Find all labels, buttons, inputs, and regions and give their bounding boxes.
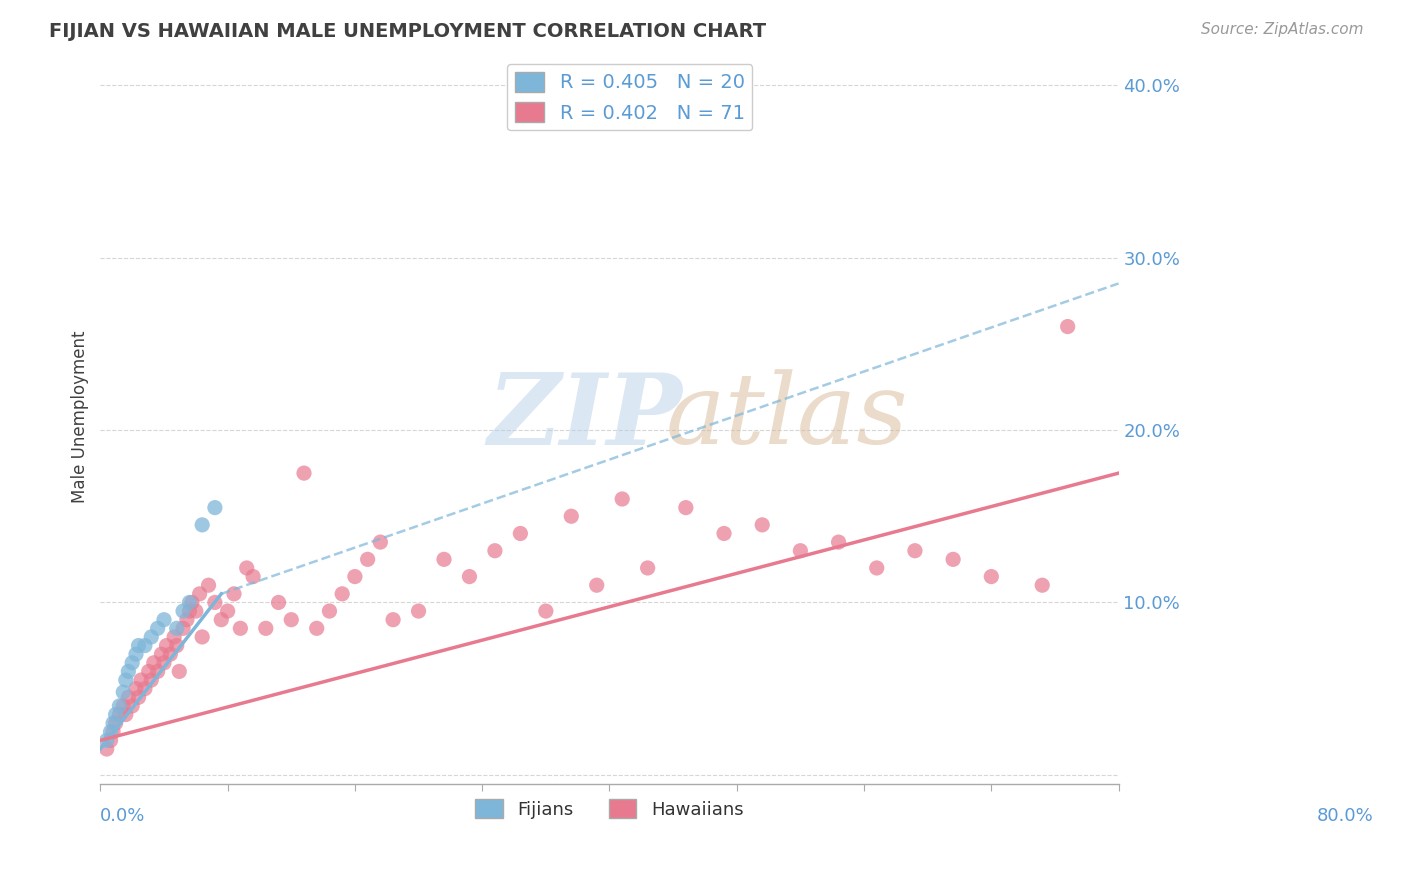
Point (370, 535, 392, 549)
Point (96, 742, 118, 756)
Point (382, 613, 405, 627)
Point (104, 716, 127, 731)
Point (675, 500, 697, 515)
Point (179, 604, 201, 618)
Point (138, 665, 160, 679)
Point (433, 552, 456, 566)
Point (560, 509, 582, 524)
Point (280, 613, 302, 627)
Point (458, 569, 481, 583)
Text: FIJIAN VS HAWAIIAN MALE UNEMPLOYMENT CORRELATION CHART: FIJIAN VS HAWAIIAN MALE UNEMPLOYMENT COR… (49, 22, 766, 41)
Point (827, 535, 849, 549)
Point (129, 673, 152, 687)
Point (942, 552, 965, 566)
Point (108, 698, 131, 713)
Point (980, 569, 1002, 583)
Text: ZIP: ZIP (488, 368, 682, 466)
Point (343, 569, 366, 583)
Point (179, 595, 201, 609)
Point (585, 578, 607, 592)
Legend: Fijians, Hawaiians: Fijians, Hawaiians (468, 792, 751, 826)
Point (229, 621, 252, 635)
Point (242, 569, 264, 583)
Point (1056, 319, 1078, 334)
Point (292, 466, 315, 480)
Point (114, 707, 136, 722)
Point (166, 621, 188, 635)
Point (254, 621, 277, 635)
Point (509, 526, 531, 541)
Point (484, 543, 506, 558)
Y-axis label: Male Unemployment: Male Unemployment (72, 331, 89, 503)
Point (713, 526, 735, 541)
Point (356, 552, 378, 566)
Point (150, 647, 173, 661)
Point (751, 517, 773, 532)
Point (181, 595, 204, 609)
Point (222, 587, 245, 601)
Point (305, 621, 328, 635)
Point (188, 587, 211, 601)
Point (637, 561, 659, 575)
Point (209, 613, 232, 627)
Point (121, 656, 143, 670)
Point (789, 543, 811, 558)
Point (155, 639, 177, 653)
Point (167, 665, 190, 679)
Point (235, 561, 257, 575)
Point (117, 665, 139, 679)
Point (101, 716, 124, 731)
Point (146, 665, 169, 679)
Point (112, 698, 135, 713)
Point (141, 630, 163, 644)
Point (104, 707, 127, 722)
Point (172, 621, 194, 635)
Point (166, 639, 188, 653)
Point (112, 685, 135, 699)
Point (163, 630, 186, 644)
Text: 80.0%: 80.0% (1316, 807, 1374, 825)
Text: 0.0%: 0.0% (100, 807, 146, 825)
Point (159, 647, 181, 661)
Point (534, 604, 557, 618)
Point (142, 656, 165, 670)
Point (100, 733, 122, 747)
Point (114, 673, 136, 687)
Point (204, 595, 226, 609)
Point (153, 613, 176, 627)
Point (217, 604, 239, 618)
Point (121, 698, 143, 713)
Text: atlas: atlas (665, 369, 908, 465)
Point (134, 681, 156, 696)
Point (146, 621, 169, 635)
Point (141, 673, 163, 687)
Point (128, 639, 150, 653)
Point (100, 724, 122, 739)
Point (904, 543, 927, 558)
Point (96, 733, 118, 747)
Point (153, 656, 176, 670)
Point (1031, 578, 1053, 592)
Point (191, 630, 214, 644)
Point (125, 647, 148, 661)
Point (267, 595, 290, 609)
Point (408, 604, 430, 618)
Point (172, 604, 194, 618)
Point (318, 604, 340, 618)
Point (101, 724, 124, 739)
Point (612, 491, 634, 506)
Point (117, 690, 139, 705)
Point (134, 639, 156, 653)
Point (128, 690, 150, 705)
Point (184, 604, 207, 618)
Text: Source: ZipAtlas.com: Source: ZipAtlas.com (1201, 22, 1364, 37)
Point (191, 517, 214, 532)
Point (204, 500, 226, 515)
Point (176, 613, 198, 627)
Point (330, 587, 353, 601)
Point (197, 578, 219, 592)
Point (108, 707, 131, 722)
Point (125, 681, 148, 696)
Point (866, 561, 889, 575)
